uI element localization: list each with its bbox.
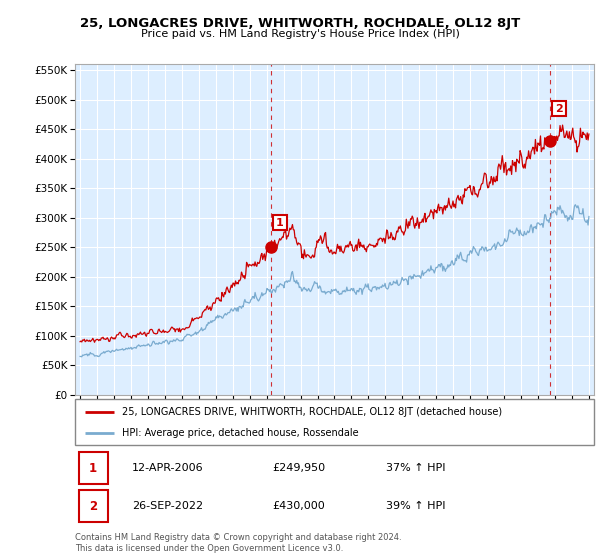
FancyBboxPatch shape: [75, 399, 594, 445]
Text: 1: 1: [276, 217, 284, 227]
FancyBboxPatch shape: [79, 490, 107, 522]
Text: HPI: Average price, detached house, Rossendale: HPI: Average price, detached house, Ross…: [122, 428, 358, 438]
Text: £430,000: £430,000: [272, 501, 325, 511]
Text: 12-APR-2006: 12-APR-2006: [132, 463, 204, 473]
Text: 26-SEP-2022: 26-SEP-2022: [132, 501, 203, 511]
Text: 25, LONGACRES DRIVE, WHITWORTH, ROCHDALE, OL12 8JT (detached house): 25, LONGACRES DRIVE, WHITWORTH, ROCHDALE…: [122, 407, 502, 417]
FancyBboxPatch shape: [79, 452, 107, 484]
Text: 1: 1: [89, 461, 97, 475]
Text: Contains HM Land Registry data © Crown copyright and database right 2024.
This d: Contains HM Land Registry data © Crown c…: [75, 533, 401, 553]
Text: 2: 2: [89, 500, 97, 513]
Text: 25, LONGACRES DRIVE, WHITWORTH, ROCHDALE, OL12 8JT: 25, LONGACRES DRIVE, WHITWORTH, ROCHDALE…: [80, 17, 520, 30]
Text: Price paid vs. HM Land Registry's House Price Index (HPI): Price paid vs. HM Land Registry's House …: [140, 29, 460, 39]
Text: 37% ↑ HPI: 37% ↑ HPI: [386, 463, 446, 473]
Text: 2: 2: [555, 104, 563, 114]
Text: £249,950: £249,950: [272, 463, 325, 473]
Text: 39% ↑ HPI: 39% ↑ HPI: [386, 501, 446, 511]
